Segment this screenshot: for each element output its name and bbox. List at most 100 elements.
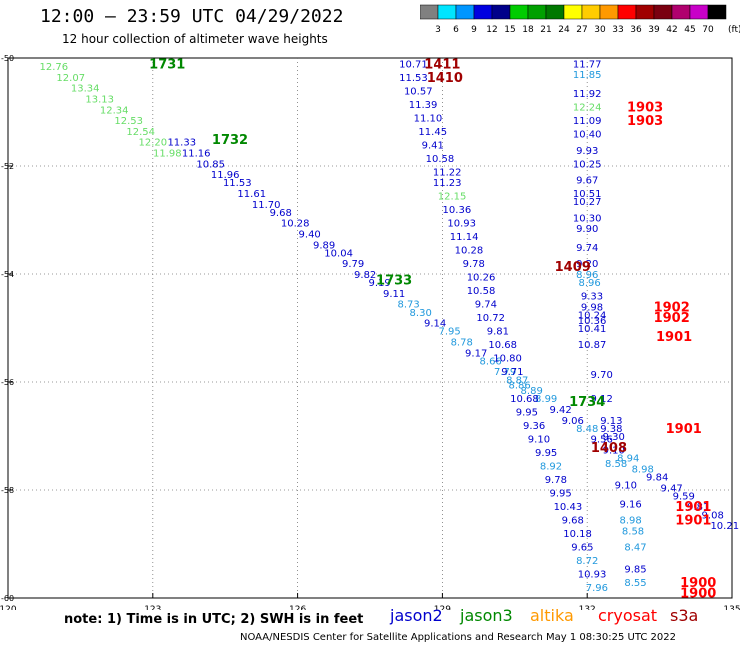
pass-time-label: 1903 xyxy=(627,101,663,116)
colorbar-tick-label: 15 xyxy=(504,25,515,35)
wave-height-value: 8.30 xyxy=(410,308,432,319)
wave-height-value: 9.98 xyxy=(581,302,603,313)
wave-height-value: 11.61 xyxy=(237,189,266,200)
colorbar-tick-label: 42 xyxy=(666,25,677,35)
pass-time-label: 1901 xyxy=(675,514,711,529)
x-tick-label: 135 xyxy=(723,605,740,610)
wave-height-value: 9.89 xyxy=(313,240,335,251)
colorbar-tick-label: 12 xyxy=(486,25,497,35)
pass-time-label: 1411 xyxy=(424,57,460,72)
wave-height-value: 9.70 xyxy=(591,370,613,381)
colorbar-tick-label: 27 xyxy=(576,25,587,35)
pass-time-label: 1900 xyxy=(680,587,716,602)
wave-height-value: 10.43 xyxy=(554,502,583,513)
wave-height-value: 9.10 xyxy=(603,446,625,457)
wave-height-value: 12.34 xyxy=(100,105,129,116)
x-tick-label: 129 xyxy=(434,605,451,610)
colorbar-tick-label: 18 xyxy=(522,25,534,35)
pass-time-label: 1902 xyxy=(654,311,690,326)
pass-time-label: 1903 xyxy=(627,114,663,129)
wave-height-value: 10.87 xyxy=(578,340,607,351)
wave-height-value: 9.84 xyxy=(646,473,668,484)
colorbar-tick-label: 3 xyxy=(435,25,441,35)
wave-height-value: 9.65 xyxy=(571,543,593,554)
wave-height-value: 10.28 xyxy=(455,246,484,257)
wave-height-value: 12.54 xyxy=(126,127,155,138)
wave-height-value: 10.51 xyxy=(573,189,602,200)
pass-time-label: 1409 xyxy=(555,260,591,275)
wave-height-value: 10.58 xyxy=(426,154,455,165)
wave-height-value: 10.93 xyxy=(578,570,607,581)
wave-height-value: 11.39 xyxy=(409,100,438,111)
colorbar-tick-label: 45 xyxy=(684,25,695,35)
wave-height-value: 9.78 xyxy=(463,259,485,270)
wave-height-value: 10.26 xyxy=(467,273,496,284)
x-tick-label: 120 xyxy=(0,605,17,610)
wave-height-value: 9.68 xyxy=(562,516,584,527)
wave-height-value: 12.24 xyxy=(573,103,602,114)
legend-item-cryosat: cryosat xyxy=(598,606,658,625)
legend-item-altika: altika xyxy=(530,606,574,625)
wave-height-value: 11.33 xyxy=(167,138,196,149)
colorbar-tick-label: 30 xyxy=(594,25,606,35)
wave-height-value: 8.96 xyxy=(576,270,598,281)
colorbar-tick-label: 36 xyxy=(630,25,642,35)
wave-height-value: 12.53 xyxy=(114,116,143,127)
wave-height-value: 9.95 xyxy=(535,448,557,459)
wave-height-value: 7.96 xyxy=(586,583,608,594)
wave-height-value: 9.47 xyxy=(661,483,683,494)
wave-height-value: 9.40 xyxy=(299,230,321,241)
pass-time-label: 1733 xyxy=(376,273,412,288)
wave-height-value: 8.78 xyxy=(451,338,473,349)
wave-height-value: 8.58 xyxy=(605,459,627,470)
colorbar-tick-label: 9 xyxy=(471,25,477,35)
wave-height-value: 9.42 xyxy=(550,405,572,416)
wave-height-value: 10.27 xyxy=(573,197,602,208)
wave-height-value: 8.55 xyxy=(624,578,646,589)
colorbar-unit: (ft) xyxy=(728,25,740,35)
wave-height-value: 11.85 xyxy=(573,70,602,81)
wave-height-value: 9.81 xyxy=(487,327,509,338)
wave-height-value: 9.79 xyxy=(342,259,364,270)
pass-time-label: 1901 xyxy=(666,422,702,437)
wave-height-value: 8.89 xyxy=(521,386,543,397)
wave-height-value: 9.90 xyxy=(576,224,598,235)
wave-height-value: 9.19 xyxy=(369,278,391,289)
credit-line: NOAA/NESDIS Center for Satellite Applica… xyxy=(240,632,676,643)
pass-time-label: 1410 xyxy=(427,71,463,86)
wave-height-value: 9.14 xyxy=(424,319,446,330)
wave-height-value: 8.94 xyxy=(617,454,639,465)
wave-height-value: 9.38 xyxy=(600,424,622,435)
wave-height-value: 11.98 xyxy=(153,149,182,160)
wave-height-value: 7.95 xyxy=(439,327,461,338)
y-tick-label: -56 xyxy=(1,378,14,387)
wave-height-value: 9.41 xyxy=(422,140,444,151)
wave-height-value: 9.78 xyxy=(545,475,567,486)
legend-item-jason2: jason2 xyxy=(390,606,443,625)
chart-title: 12:00 – 23:59 UTC 04/29/2022 xyxy=(40,6,344,27)
wave-height-value: 9.10 xyxy=(615,481,637,492)
wave-height-value: 13.13 xyxy=(85,95,114,106)
wave-height-value: 9.11 xyxy=(383,289,405,300)
wave-height-value: 10.85 xyxy=(196,159,225,170)
wave-height-value: 11.70 xyxy=(252,200,281,211)
wave-height-value: 11.77 xyxy=(573,59,602,70)
wave-height-value: 9.95 xyxy=(550,489,572,500)
pass-time-label: 1902 xyxy=(654,300,690,315)
colorbar-tick-label: 21 xyxy=(540,25,551,35)
wave-height-value: 10.57 xyxy=(404,86,433,97)
y-tick-label: -58 xyxy=(1,486,14,495)
wave-height-value: 11.23 xyxy=(433,178,462,189)
pass-time-label: 1900 xyxy=(680,576,716,591)
legend-item-s3a: s3a xyxy=(670,606,699,625)
pass-time-label: 1734 xyxy=(569,395,605,410)
x-tick-label: 123 xyxy=(144,605,161,610)
wave-height-value: 10.24 xyxy=(578,311,607,322)
wave-height-value: 8.87 xyxy=(506,375,528,386)
wave-height-value: 11.45 xyxy=(418,127,447,138)
wave-height-value: 10.36 xyxy=(443,205,472,216)
wave-height-value: 9.30 xyxy=(603,432,625,443)
wave-height-value: 13.34 xyxy=(71,84,100,95)
wave-height-value: 8.47 xyxy=(624,543,646,554)
